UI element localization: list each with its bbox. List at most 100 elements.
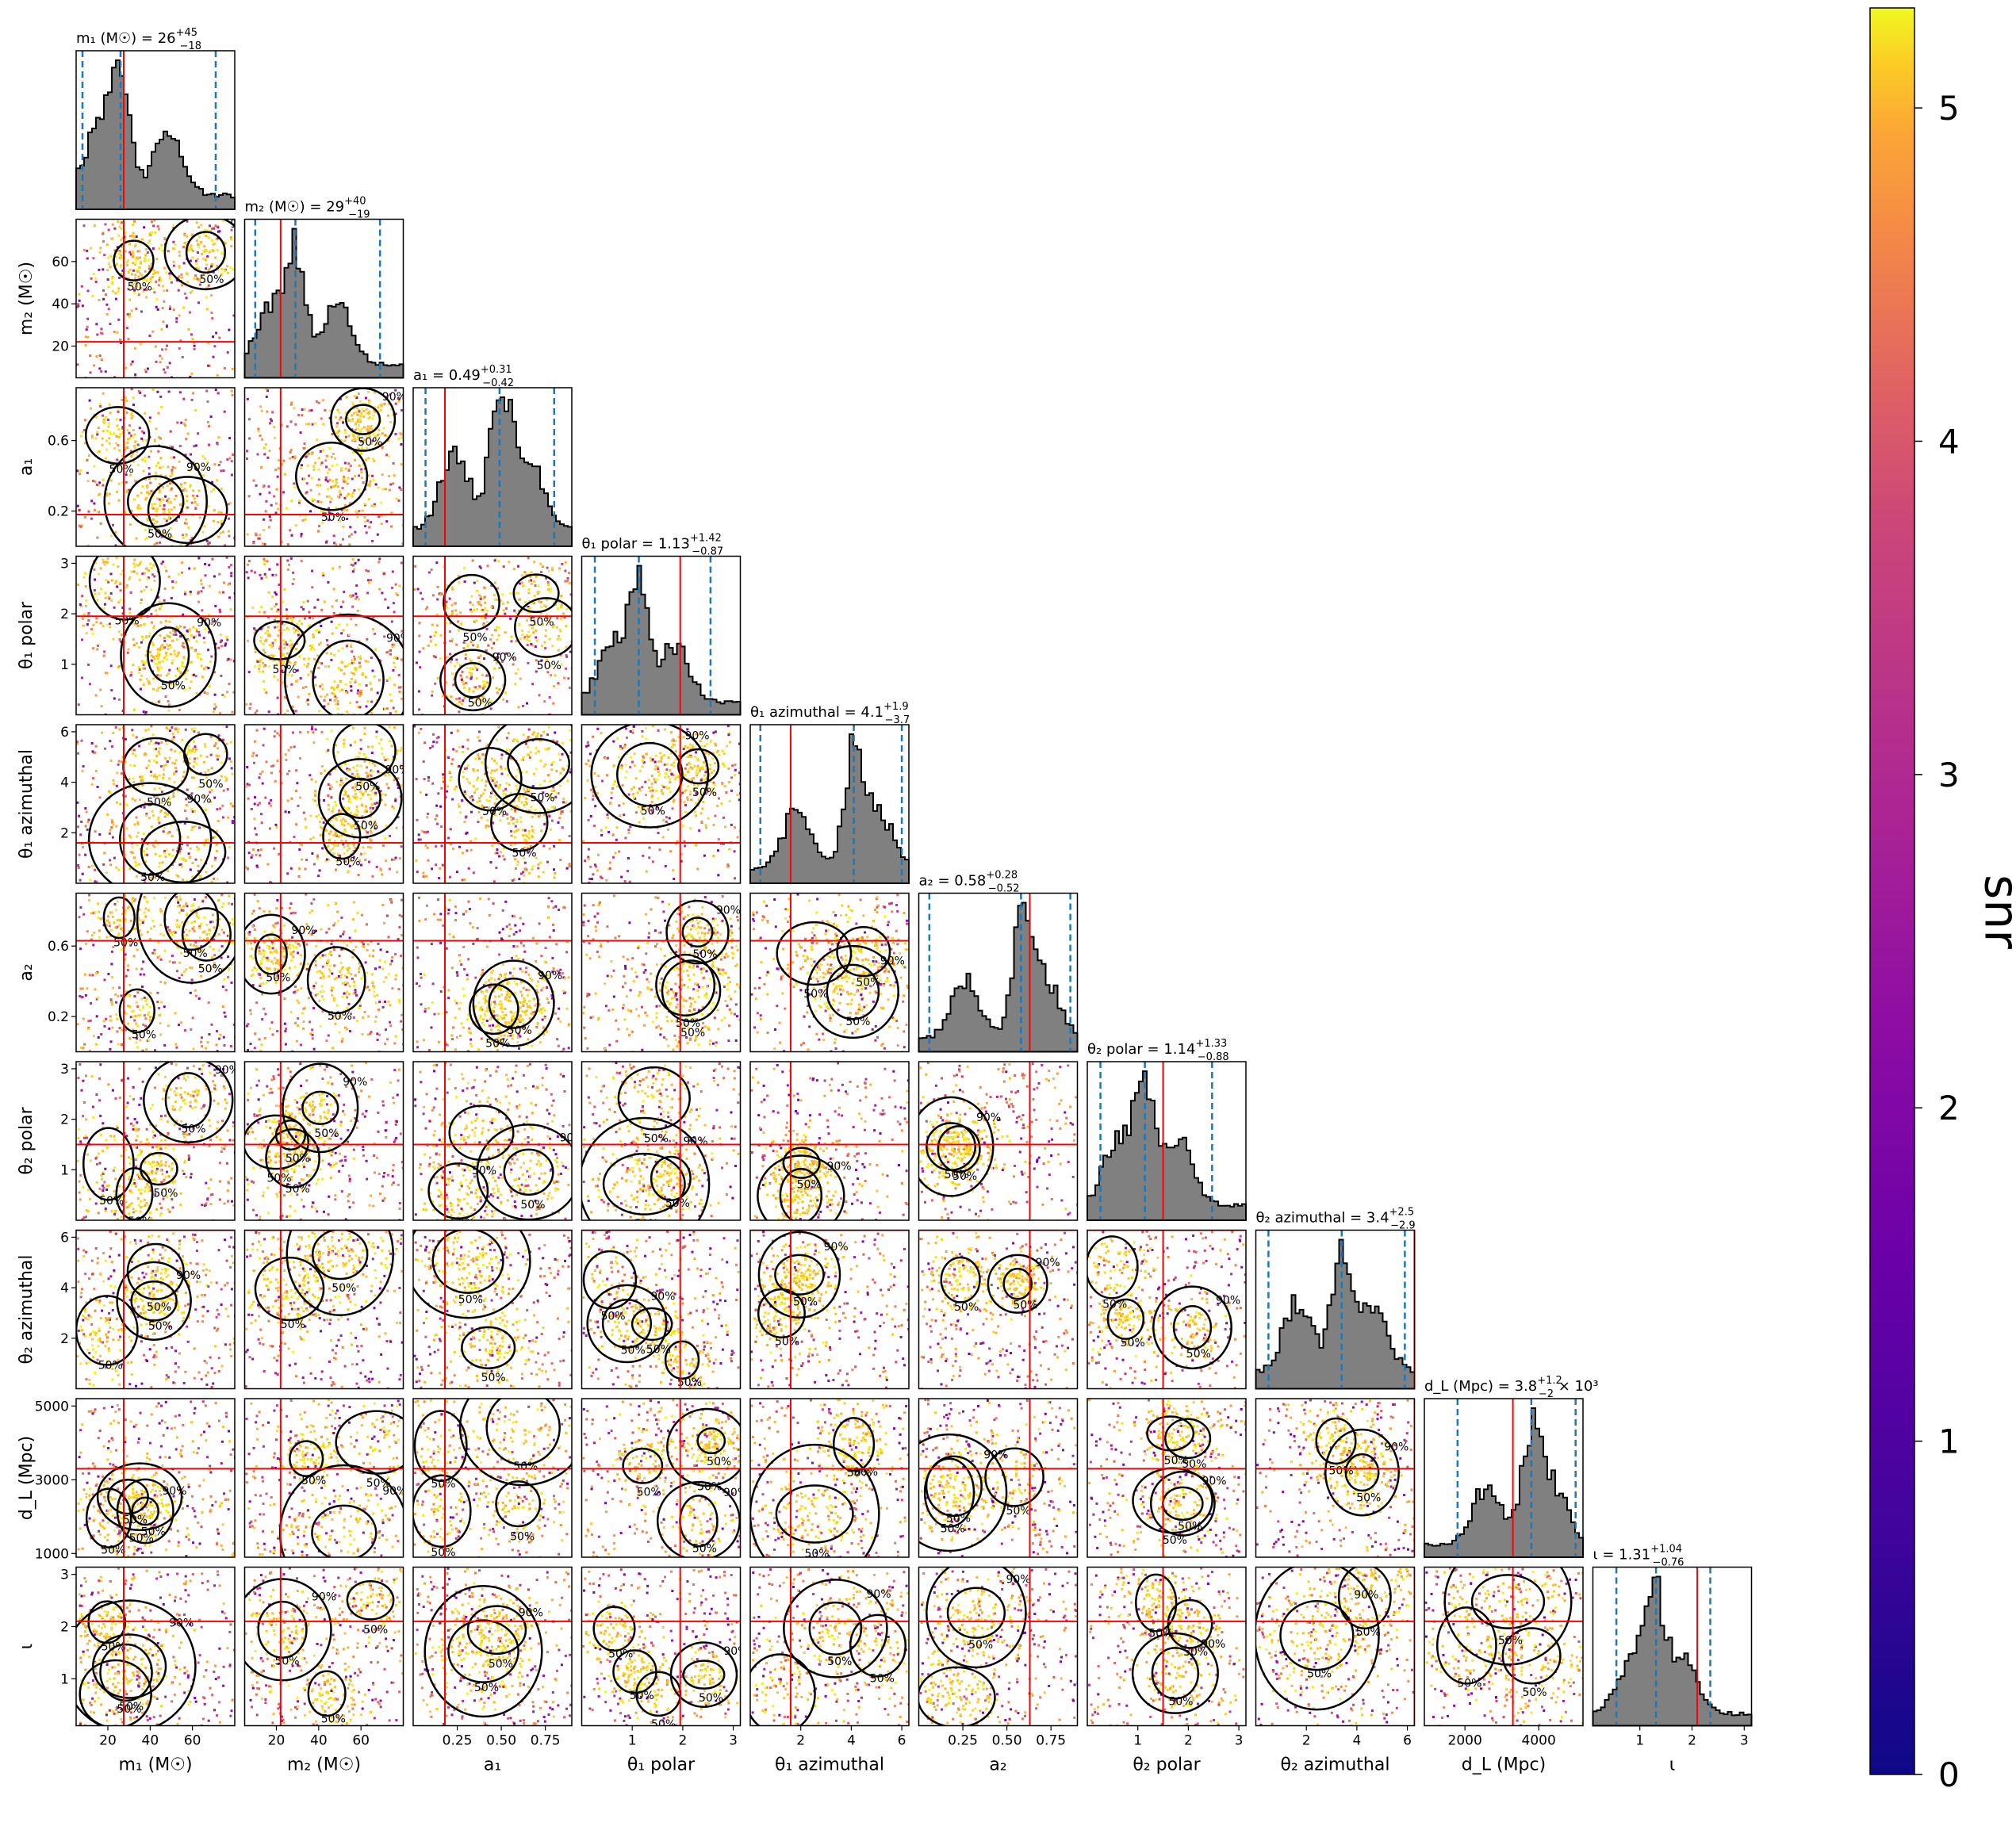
sample-point	[496, 780, 499, 783]
sample-point	[476, 589, 479, 592]
contour-label-50: 50%	[468, 697, 493, 710]
sample-point	[552, 797, 555, 800]
sample-point	[518, 623, 521, 626]
sample-point	[390, 699, 393, 702]
sample-point	[301, 858, 304, 861]
sample-point	[355, 793, 358, 796]
sample-point	[140, 778, 144, 781]
sample-point	[190, 660, 193, 664]
sample-point	[330, 497, 333, 500]
sample-point	[142, 469, 145, 473]
sample-point	[288, 564, 290, 566]
sample-point	[283, 646, 286, 649]
sample-point	[300, 606, 303, 609]
sample-point	[502, 698, 505, 701]
sample-point	[220, 251, 224, 255]
histogram-panel-theta2_polar: θ₂ polar = 1.14+1.33 −0.88	[1087, 1038, 1247, 1221]
sample-point	[109, 592, 113, 595]
sample-point	[119, 432, 122, 435]
sample-point	[631, 731, 634, 734]
sample-point	[175, 626, 178, 629]
sample-point	[163, 639, 167, 642]
sample-point	[182, 534, 185, 537]
sample-point	[357, 689, 359, 692]
sample-point	[149, 481, 152, 484]
sample-point	[367, 411, 370, 414]
sample-point	[363, 438, 366, 442]
sample-point	[284, 810, 287, 813]
sample-point	[306, 464, 309, 467]
sample-point	[303, 408, 306, 411]
sample-point	[158, 661, 161, 664]
sample-point	[220, 519, 223, 523]
sample-point	[397, 397, 400, 400]
sample-point	[118, 256, 121, 259]
sample-point	[324, 665, 327, 668]
sample-point	[350, 533, 353, 536]
sample-point	[521, 634, 524, 637]
sample-point	[328, 511, 331, 514]
sample-point	[357, 424, 360, 427]
sample-point	[450, 762, 454, 765]
sample-point	[164, 764, 167, 767]
sample-point	[527, 790, 530, 793]
sample-point	[140, 840, 144, 843]
sample-point	[273, 618, 276, 622]
sample-point	[524, 601, 527, 603]
sample-point	[85, 632, 88, 635]
sample-point	[143, 226, 146, 229]
sample-point	[556, 740, 559, 743]
sample-point	[623, 813, 626, 817]
sample-point	[247, 639, 249, 642]
sample-point	[128, 607, 132, 611]
sample-point	[470, 660, 473, 663]
sample-point	[283, 696, 286, 699]
sample-point	[105, 871, 108, 875]
sample-point	[340, 632, 343, 635]
sample-point	[163, 764, 166, 768]
sample-point	[166, 323, 168, 327]
sample-point	[394, 433, 397, 435]
histogram-frame	[412, 387, 573, 547]
sample-point	[190, 751, 193, 754]
sample-point	[274, 616, 278, 618]
sample-point	[159, 504, 162, 507]
sample-point	[500, 757, 503, 760]
sample-point	[467, 867, 470, 870]
sample-point	[339, 612, 342, 615]
sample-point	[372, 761, 374, 764]
sample-point	[157, 412, 160, 415]
sample-point	[496, 587, 499, 590]
sample-point	[254, 796, 256, 799]
sample-point	[165, 812, 168, 815]
sample-point	[173, 506, 176, 509]
sample-point	[158, 278, 161, 281]
sample-point	[588, 752, 592, 756]
sample-point	[139, 391, 142, 394]
sample-point	[316, 500, 320, 503]
sample-point	[389, 483, 393, 486]
sample-point	[147, 242, 150, 244]
sample-point	[549, 779, 552, 783]
sample-point	[162, 561, 165, 563]
sample-point	[157, 818, 160, 821]
sample-point	[510, 635, 513, 638]
sample-point	[252, 752, 255, 755]
sample-point	[191, 776, 194, 779]
sample-point	[137, 666, 140, 668]
sample-point	[440, 825, 443, 829]
sample-point	[340, 777, 343, 780]
sample-point	[485, 649, 488, 653]
sample-point	[301, 408, 304, 412]
sample-point	[151, 844, 155, 847]
sample-point	[320, 662, 324, 665]
sample-point	[553, 685, 556, 687]
sample-point	[714, 762, 716, 765]
sample-point	[171, 465, 174, 469]
sample-point	[624, 776, 627, 779]
sample-point	[539, 800, 542, 803]
sample-point	[288, 770, 291, 772]
sample-point	[368, 774, 371, 776]
sample-point	[520, 759, 523, 762]
sample-point	[385, 825, 388, 828]
